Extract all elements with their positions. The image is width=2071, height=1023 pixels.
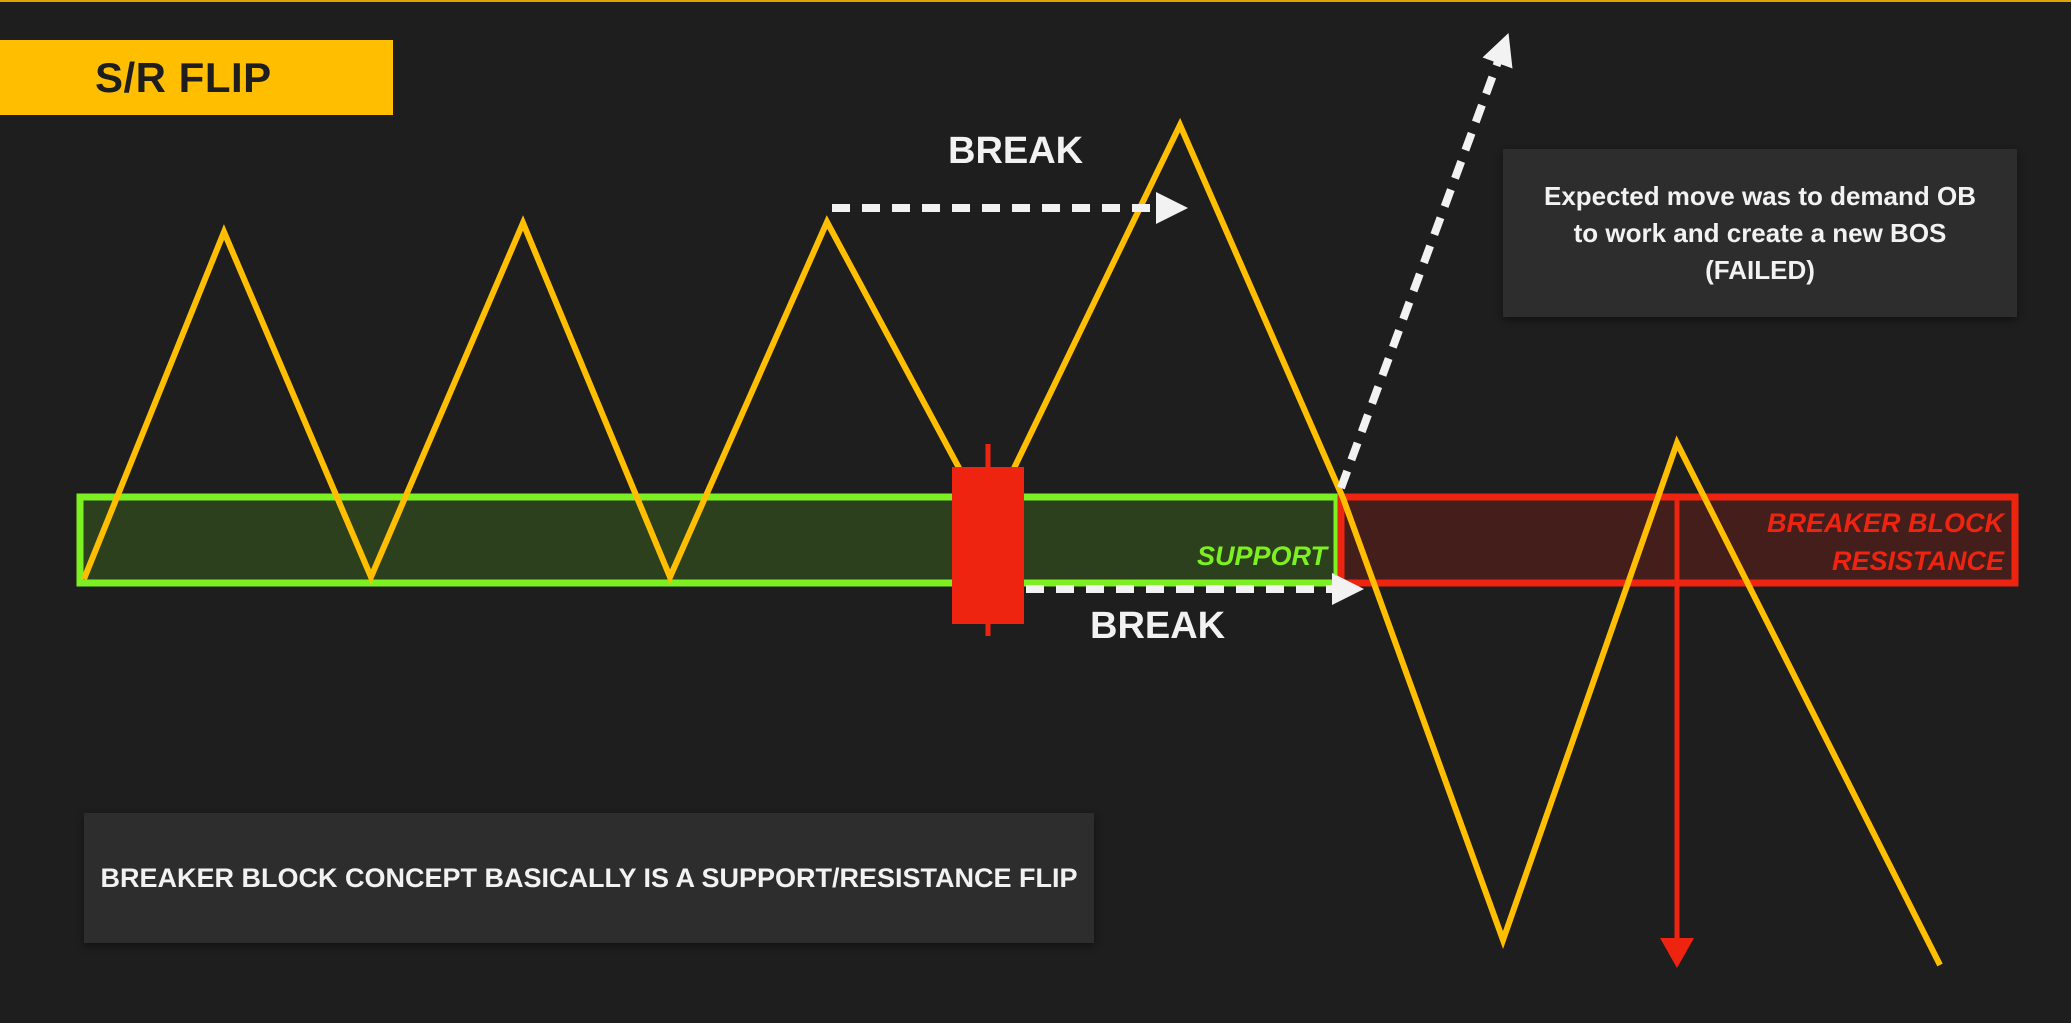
page-title: S/R FLIP (95, 53, 272, 101)
expected-move-callout: Expected move was to demand OB to work a… (1503, 149, 2017, 317)
break-label-bottom: BREAK (1090, 605, 1226, 647)
breaker-label-line1: BREAKER BLOCK (1766, 508, 2004, 538)
break-candle-body (952, 467, 1024, 624)
price-path (81, 117, 1943, 967)
expected-move-text: Expected move was to demand OB to work a… (1543, 180, 1976, 285)
top-accent-rule (0, 0, 2071, 2)
expected-move-arrow (1337, 32, 1513, 490)
breaker-label-line2: RESISTANCE (1831, 546, 2004, 576)
support-label: SUPPORT (1196, 541, 1327, 571)
breaker-block-label: BREAKER BLOCK RESISTANCE (1767, 504, 2004, 580)
drop-arrow-head (1660, 938, 1694, 968)
concept-text: BREAKER BLOCK CONCEPT BASICALLY IS A SUP… (100, 862, 1078, 893)
concept-callout: BREAKER BLOCK CONCEPT BASICALLY IS A SUP… (84, 813, 1094, 943)
title-badge: S/R FLIP (0, 40, 393, 115)
support-zone (76, 493, 1341, 587)
break-label-top: BREAK (948, 130, 1084, 172)
